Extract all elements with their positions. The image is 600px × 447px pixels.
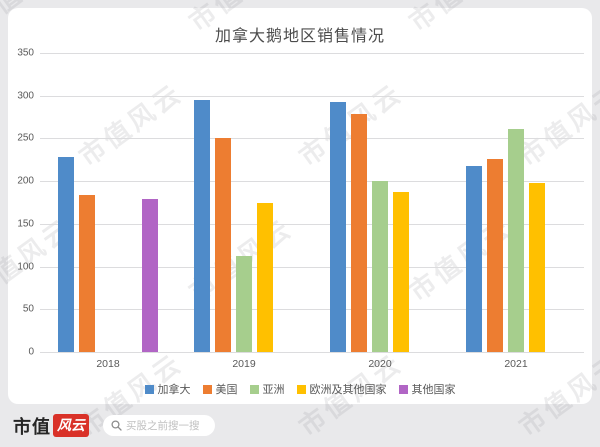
bar-加拿大-2019 [194,100,210,352]
legend-label: 加拿大 [157,384,191,396]
legend-swatch [249,384,259,394]
bar-加拿大-2021 [466,165,482,352]
bar-group-2019 [176,53,312,352]
legend-item-亚洲: 亚洲 [249,381,285,397]
legend-item-欧洲及其他国家: 欧洲及其他国家 [296,381,387,397]
logo-badge: 风云 [53,414,89,437]
bar-美国-2020 [351,113,367,352]
bar-加拿大-2020 [330,101,346,352]
legend-swatch [398,384,408,394]
bar-美国-2019 [215,137,231,352]
gridline [40,181,584,183]
search-input[interactable] [126,419,210,432]
gridline [40,138,584,140]
chart-card: 加拿大鹅地区销售情况 350 300 250 200 150 100 50 0 2018 201… [8,8,592,404]
gridline [40,266,584,268]
logo-badge-text: 风云 [57,419,85,434]
x-axis-label-2020: 2020 [368,358,392,370]
plot-area: 350 300 250 200 150 100 50 0 [17,48,584,358]
y-axis-tick-label: 250 [17,132,34,144]
bar-group-2021 [448,53,584,352]
footer-bar: 市值 风云 [0,404,600,447]
bar-亚洲-2019 [236,256,252,352]
x-axis-label-2019: 2019 [232,358,256,370]
gridline [40,309,584,311]
site-logo: 市值 风云 [13,413,89,439]
legend-item-美国: 美国 [202,381,238,397]
legend-swatch [296,384,306,394]
x-axis-labels: 2018 2019 2020 2021 [40,358,584,370]
x-axis-label-2021: 2021 [504,358,528,370]
search-bar[interactable] [103,415,215,436]
y-axis-tick-label: 0 [28,346,34,358]
y-axis-tick-label: 350 [17,47,34,59]
bar-其他国家-2018 [142,199,158,352]
bar-美国-2021 [487,158,503,352]
y-axis-tick-label: 300 [17,90,34,102]
bar-亚洲-2021 [508,129,524,352]
bar-欧洲及其他国家-2019 [257,203,273,352]
logo-text: 市值 [13,416,51,437]
gridline [40,352,584,353]
y-axis-tick-label: 200 [17,175,34,187]
y-axis-tick-label: 50 [22,303,34,315]
bar-group-2020 [312,53,448,352]
bar-欧洲及其他国家-2021 [529,182,545,352]
legend-swatch [144,384,154,394]
legend-label: 美国 [215,384,238,396]
legend-item-其他国家: 其他国家 [398,381,456,397]
chart-legend: 加拿大 美国 亚洲 欧洲及其他国家 其他国家 [8,381,592,397]
legend-swatch [202,384,212,394]
y-axis-tick-label: 150 [17,218,34,230]
bar-欧洲及其他国家-2020 [393,192,409,352]
y-axis-tick-label: 100 [17,261,34,273]
legend-label: 其他国家 [411,384,456,396]
bar-亚洲-2020 [372,181,388,352]
bar-加拿大-2018 [58,157,74,352]
x-axis-label-2018: 2018 [96,358,120,370]
legend-label: 亚洲 [262,384,285,396]
chart-title: 加拿大鹅地区销售情况 [214,28,385,45]
bar-group-2018 [40,53,176,352]
gridline [40,53,584,54]
search-icon [111,420,122,431]
legend-item-加拿大: 加拿大 [144,381,191,397]
gridline [40,95,584,97]
gridline [40,223,584,225]
legend-label: 欧洲及其他国家 [309,384,387,396]
bar-美国-2018 [79,194,95,352]
